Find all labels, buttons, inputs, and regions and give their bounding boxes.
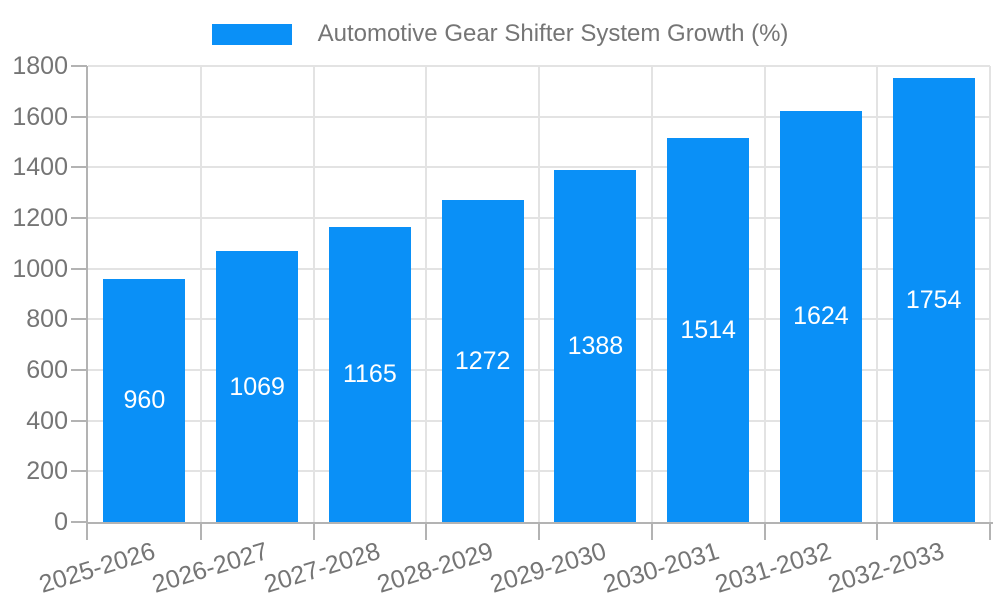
- x-tick: [199, 523, 202, 540]
- y-tick: [71, 318, 87, 321]
- legend-label: Automotive Gear Shifter System Growth (%…: [317, 20, 789, 47]
- x-axis-tick-label: 2030-2031: [599, 537, 723, 599]
- x-tick: [876, 523, 879, 540]
- x-axis-tick-label: 2028-2029: [373, 537, 497, 599]
- bar-value-label: 1165: [342, 360, 397, 389]
- bar: [554, 170, 637, 522]
- y-axis-line: [86, 66, 88, 523]
- bar-value-label: 1624: [793, 302, 849, 331]
- y-tick: [71, 521, 87, 523]
- x-tick: [989, 523, 991, 540]
- x-axis-tick-label: 2031-2032: [712, 537, 835, 599]
- v-gridline: [763, 66, 766, 522]
- y-axis-tick-label: 400: [26, 406, 68, 435]
- x-axis-tick-label: 2032-2033: [824, 537, 948, 599]
- v-gridline: [312, 66, 315, 522]
- y-axis-tick-label: 1200: [12, 204, 68, 232]
- v-gridline: [876, 66, 879, 522]
- v-gridline: [989, 66, 991, 522]
- v-gridline: [650, 66, 653, 522]
- y-axis-tick-label: 800: [26, 305, 68, 334]
- x-tick: [312, 523, 315, 540]
- bar-value-label: 1514: [680, 316, 736, 345]
- y-axis-tick-label: 1600: [12, 102, 68, 131]
- x-tick: [425, 523, 428, 540]
- x-tick: [763, 523, 766, 540]
- x-tick: [86, 523, 88, 540]
- bar: [328, 226, 411, 522]
- y-axis-tick-label: 1800: [12, 52, 68, 80]
- bar: [103, 278, 186, 522]
- y-tick: [71, 217, 87, 219]
- y-axis-tick-label: 200: [26, 457, 68, 486]
- bar: [892, 77, 975, 522]
- v-gridline: [199, 66, 202, 522]
- y-axis-tick-label: 1000: [12, 254, 68, 283]
- y-tick: [71, 470, 87, 473]
- x-tick: [538, 523, 540, 540]
- x-axis-baseline: [88, 522, 993, 524]
- x-axis-tick-label: 2026-2027: [148, 537, 272, 599]
- x-axis-tick-label: 2025-2026: [35, 537, 159, 599]
- bar-value-label: 1272: [454, 346, 511, 375]
- x-axis-tick-label: 2027-2028: [261, 537, 384, 599]
- y-tick: [71, 166, 87, 169]
- y-tick: [71, 267, 87, 270]
- bar: [667, 138, 750, 522]
- y-axis-tick-label: 600: [26, 356, 68, 384]
- x-tick: [650, 523, 653, 540]
- bar: [441, 199, 524, 522]
- y-tick: [71, 419, 87, 422]
- v-gridline: [538, 66, 540, 522]
- chart-legend: Automotive Gear Shifter System Growth (%…: [0, 20, 1000, 48]
- bar-value-label: 1388: [567, 332, 624, 361]
- bar-value-label: 960: [123, 386, 166, 415]
- y-tick: [71, 115, 87, 118]
- v-gridline: [425, 66, 428, 522]
- bar: [216, 251, 299, 522]
- bar-value-label: 1754: [905, 285, 962, 314]
- y-axis-tick-label: 1400: [12, 153, 68, 182]
- bar: [779, 110, 862, 522]
- legend-swatch: [211, 23, 292, 45]
- x-axis-tick-label: 2029-2030: [486, 537, 610, 599]
- bar-value-label: 1069: [229, 372, 285, 401]
- y-axis-tick-label: 0: [54, 508, 68, 536]
- y-tick: [71, 65, 87, 67]
- y-tick: [71, 369, 87, 371]
